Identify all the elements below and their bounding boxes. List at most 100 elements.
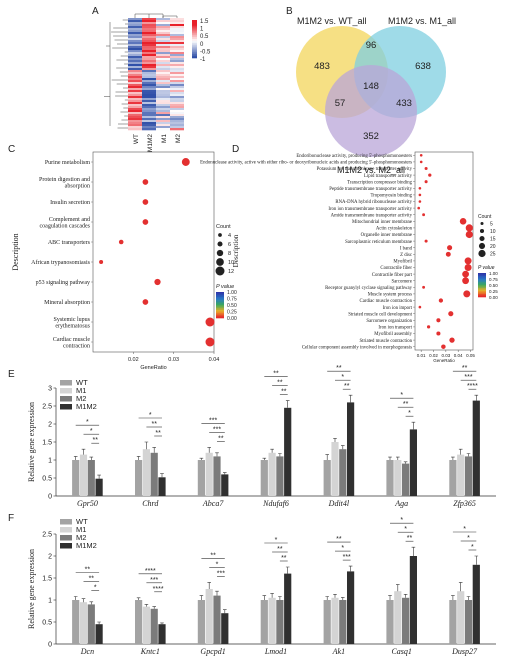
heatmap-cell bbox=[156, 40, 170, 43]
heatmap-cell bbox=[156, 110, 170, 113]
enrichment-dot bbox=[181, 158, 190, 166]
heatmap-cell bbox=[156, 34, 170, 37]
term-label: I band bbox=[400, 246, 413, 251]
heatmap-cell bbox=[170, 60, 184, 63]
significance-stars: *** bbox=[464, 374, 472, 381]
heatmap-cell bbox=[128, 78, 142, 81]
heatmap-cell bbox=[170, 82, 184, 85]
error-bar bbox=[458, 448, 463, 455]
heatmap-cell bbox=[128, 70, 142, 73]
heatmap-cell bbox=[170, 110, 184, 113]
legend-size-label: 4 bbox=[228, 233, 231, 239]
plot-frame bbox=[414, 151, 474, 351]
term-label: Mineral absorption bbox=[44, 300, 90, 306]
heatmap-cell bbox=[142, 126, 156, 129]
heatmap-cell bbox=[128, 80, 142, 83]
colorbar-step bbox=[192, 54, 197, 57]
panel-label-c: C bbox=[8, 144, 15, 155]
colorbar-step bbox=[192, 33, 197, 36]
venn-count-m1-only: 638 bbox=[415, 61, 431, 72]
colorbar-step bbox=[192, 52, 197, 55]
bar bbox=[197, 460, 205, 496]
enrichment-dot bbox=[428, 173, 432, 177]
heatmap-cell bbox=[142, 56, 156, 59]
heatmap-cell bbox=[128, 124, 142, 127]
error-bar bbox=[278, 596, 282, 600]
term-label: African trypanosomiasis bbox=[31, 259, 90, 266]
bar bbox=[260, 460, 268, 496]
error-bar bbox=[199, 595, 204, 600]
error-bar bbox=[388, 456, 392, 460]
heatmap-cell bbox=[170, 74, 184, 77]
error-bar bbox=[325, 596, 329, 600]
error-bar bbox=[97, 621, 101, 625]
heatmap-cell bbox=[128, 54, 142, 57]
heatmap-cell bbox=[170, 26, 184, 29]
heatmap-cell bbox=[128, 40, 142, 43]
error-bar bbox=[396, 456, 400, 460]
heatmap-cell bbox=[142, 32, 156, 35]
enrichment-dot bbox=[118, 239, 124, 245]
heatmap-cell bbox=[156, 56, 170, 59]
enrichment-dot bbox=[459, 218, 467, 225]
heatmap-cell bbox=[128, 114, 142, 117]
legend-color-step bbox=[478, 273, 486, 275]
heatmap-cell bbox=[156, 114, 170, 117]
enrichment-dot bbox=[418, 186, 422, 190]
heatmap-cell bbox=[170, 128, 184, 131]
term-label: p53 signaling pathway bbox=[36, 280, 90, 286]
bar bbox=[72, 600, 80, 644]
heatmap-cell bbox=[128, 28, 142, 31]
heatmap-cell bbox=[156, 44, 170, 47]
legend-color-tick: 1.00 bbox=[489, 271, 498, 276]
error-bar bbox=[215, 452, 219, 457]
x-axis-label: GeneRatio bbox=[140, 365, 166, 371]
term-label: Myofibril bbox=[393, 260, 412, 265]
colorbar-step bbox=[192, 50, 197, 53]
heatmap-cell bbox=[170, 84, 184, 87]
legend-label: M1M2 bbox=[76, 541, 97, 550]
enrichment-dot bbox=[465, 230, 473, 239]
heatmap-cell bbox=[156, 98, 170, 101]
enrichment-dot bbox=[419, 160, 423, 164]
significance-stars: *** bbox=[217, 570, 225, 577]
enrichment-dot bbox=[422, 213, 426, 217]
heatmap-cell bbox=[170, 52, 184, 55]
significance-stars: ** bbox=[218, 435, 224, 442]
error-bar bbox=[285, 566, 290, 574]
venn-count-wt-only: 483 bbox=[314, 61, 330, 72]
plot-frame bbox=[92, 151, 215, 353]
heatmap-cell bbox=[142, 70, 156, 73]
y-tick-label: 1.5 bbox=[42, 576, 52, 583]
venn-count-wt-m2: 57 bbox=[335, 98, 346, 109]
error-bar bbox=[262, 457, 267, 460]
bar bbox=[150, 608, 158, 644]
heatmap-cell bbox=[156, 126, 170, 129]
heatmap-cell bbox=[128, 122, 142, 125]
heatmap-cell bbox=[170, 120, 184, 123]
bar bbox=[95, 478, 103, 496]
bar bbox=[347, 571, 355, 644]
colorbar-step bbox=[192, 46, 197, 49]
legend-color-step bbox=[478, 288, 486, 290]
heatmap-cell bbox=[156, 46, 170, 49]
bar bbox=[449, 460, 457, 496]
term-label: Contractile fiber bbox=[380, 266, 412, 271]
legend-size-dot bbox=[480, 221, 484, 226]
heatmap-cell bbox=[156, 116, 170, 119]
heatmap-cell bbox=[156, 22, 170, 25]
significance-stars: *** bbox=[213, 426, 221, 433]
heatmap-cell bbox=[156, 112, 170, 115]
heatmap-cell bbox=[170, 46, 184, 49]
significance-stars: ** bbox=[89, 576, 95, 583]
significance-stars: * bbox=[404, 526, 407, 533]
legend-color-step bbox=[478, 276, 486, 278]
legend-color-step bbox=[478, 280, 486, 283]
term-label: Cardiac muscle contraction bbox=[53, 337, 90, 350]
enrichment-dot bbox=[426, 325, 431, 329]
term-label: Contractile fiber part bbox=[372, 273, 413, 278]
legend-swatch bbox=[60, 535, 72, 541]
significance-stars: * bbox=[408, 410, 411, 417]
error-bar bbox=[152, 447, 156, 453]
heatmap-cell bbox=[128, 66, 142, 69]
